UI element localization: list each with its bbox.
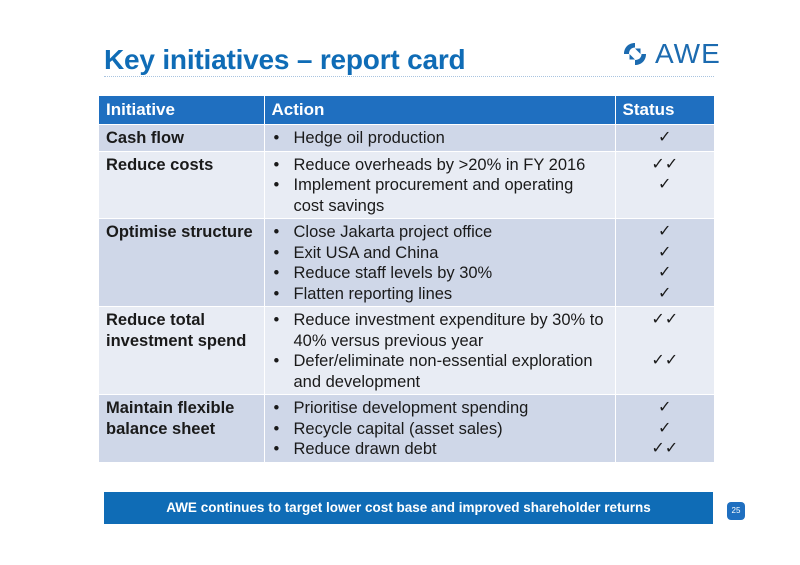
action-item: Implement procurement and operating cost…: [272, 175, 608, 216]
check-icon: ✓: [658, 264, 672, 281]
initiative-cell: Cash flow: [99, 124, 265, 151]
action-cell: Hedge oil production: [264, 124, 616, 151]
status-cell: ✓: [615, 124, 714, 151]
table-row: Maintain flexible balance sheet Prioriti…: [99, 394, 714, 462]
action-cell: Reduce investment expenditure by 30% to …: [264, 306, 616, 395]
status-spacer: [623, 331, 708, 352]
footer-banner: AWE continues to target lower cost base …: [104, 492, 713, 524]
action-item: Prioritise development spending: [272, 398, 608, 419]
action-item: Defer/eliminate non-essential exploratio…: [272, 351, 608, 392]
initiative-cell: Optimise structure: [99, 218, 265, 307]
status-cell: ✓✓ ✓✓: [615, 306, 714, 395]
header-initiative: Initiative: [99, 96, 265, 125]
initiative-cell: Reduce costs: [99, 150, 265, 219]
action-item: Recycle capital (asset sales): [272, 419, 608, 440]
table-row: Reduce total investment spend Reduce inv…: [99, 306, 714, 395]
check-icon: ✓✓: [651, 155, 679, 173]
check-icon: ✓✓: [651, 311, 679, 328]
initiative-cell: Reduce total investment spend: [99, 306, 265, 395]
status-cell: ✓ ✓ ✓✓: [615, 394, 714, 462]
awe-logo-icon: [624, 43, 646, 65]
table-row: Optimise structure Close Jakarta project…: [99, 218, 714, 307]
table-row: Reduce costs Reduce overheads by >20% in…: [99, 150, 714, 219]
action-item: Flatten reporting lines: [272, 284, 608, 305]
action-cell: Reduce overheads by >20% in FY 2016 Impl…: [264, 150, 616, 219]
check-icon: ✓: [658, 243, 672, 261]
action-cell: Close Jakarta project office Exit USA an…: [264, 218, 616, 307]
page-title: Key initiatives – report card: [104, 44, 466, 75]
action-item: Reduce drawn debt: [272, 439, 608, 460]
check-icon: ✓: [658, 399, 672, 416]
table-header-row: Initiative Action Status: [99, 96, 714, 125]
action-cell: Prioritise development spending Recycle …: [264, 394, 616, 462]
action-item: Exit USA and China: [272, 243, 608, 264]
initiative-cell: Maintain flexible balance sheet: [99, 394, 265, 462]
action-item: Close Jakarta project office: [272, 222, 608, 243]
table-row: Cash flow Hedge oil production ✓: [99, 124, 714, 151]
page-number: 25: [727, 502, 745, 520]
check-icon: ✓✓: [651, 352, 679, 369]
company-logo: AWE: [622, 38, 721, 70]
check-icon: ✓: [658, 176, 672, 193]
header-status: Status: [615, 96, 714, 125]
check-icon: ✓: [658, 284, 672, 302]
check-icon: ✓: [658, 223, 672, 240]
header-action: Action: [264, 96, 616, 125]
check-icon: ✓: [658, 129, 672, 146]
report-card-table: Initiative Action Status Cash flow Hedge…: [99, 96, 714, 462]
action-item: Reduce staff levels by 30%: [272, 263, 608, 284]
status-cell: ✓✓ ✓: [615, 150, 714, 219]
status-cell: ✓ ✓ ✓ ✓: [615, 218, 714, 307]
action-item: Reduce overheads by >20% in FY 2016: [272, 155, 608, 176]
check-icon: ✓: [658, 419, 672, 437]
logo-text: AWE: [655, 38, 721, 69]
action-item: Hedge oil production: [272, 128, 608, 149]
action-item: Reduce investment expenditure by 30% to …: [272, 310, 608, 351]
title-divider: [104, 76, 714, 77]
check-icon: ✓✓: [651, 440, 679, 457]
